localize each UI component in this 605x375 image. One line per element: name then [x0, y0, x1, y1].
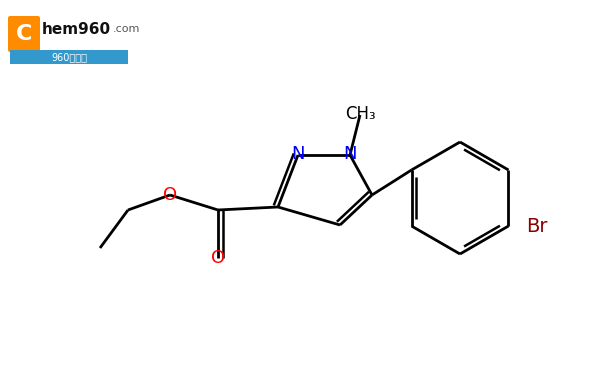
Text: Br: Br	[526, 216, 548, 236]
Text: 960化工网: 960化工网	[51, 52, 87, 62]
FancyBboxPatch shape	[10, 50, 128, 64]
Text: CH₃: CH₃	[345, 105, 375, 123]
Text: O: O	[163, 186, 177, 204]
Text: O: O	[211, 249, 225, 267]
FancyBboxPatch shape	[8, 16, 40, 52]
Text: hem960: hem960	[42, 21, 111, 36]
Text: C: C	[16, 24, 32, 44]
Text: N: N	[343, 145, 357, 163]
Text: N: N	[291, 145, 305, 163]
Text: .com: .com	[113, 24, 140, 34]
